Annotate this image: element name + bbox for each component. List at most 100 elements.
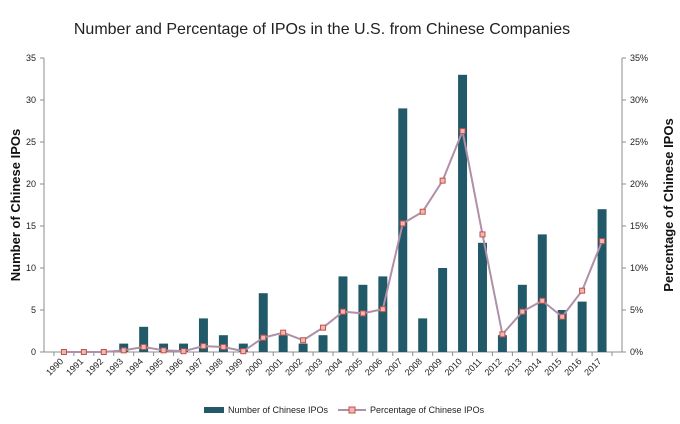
percentage-marker — [519, 308, 526, 315]
legend-swatch-bar — [204, 407, 224, 413]
bar — [497, 335, 507, 352]
x-tick-label: 1999 — [223, 356, 244, 377]
chart-title: Number and Percentage of IPOs in the U.S… — [74, 21, 570, 38]
percentage-marker — [140, 343, 147, 350]
bar — [438, 268, 448, 352]
x-tick-label: 1994 — [124, 356, 145, 377]
x-tick-label: 2001 — [263, 356, 284, 377]
percentage-marker — [120, 347, 127, 354]
bar — [477, 242, 487, 352]
bar — [139, 326, 149, 352]
bar — [258, 293, 268, 352]
percentage-marker — [379, 306, 386, 313]
y-left-tick-label: 25 — [26, 137, 36, 147]
bar — [378, 276, 388, 352]
percentage-marker — [100, 349, 107, 355]
x-tick-label: 1991 — [64, 356, 85, 377]
y-axis-left-title: Number of Chinese IPOs — [8, 129, 23, 281]
bar — [577, 301, 587, 352]
percentage-marker — [539, 297, 546, 304]
y-right-tick-label: 30% — [630, 95, 648, 105]
legend-label-line: Percentage of Chinese IPOs — [370, 405, 485, 415]
y-left-tick-label: 35 — [26, 53, 36, 63]
y-right-tick-label: 35% — [630, 53, 648, 63]
y-right-tick-label: 0% — [630, 347, 643, 357]
bar — [358, 284, 368, 352]
x-tick-label: 1995 — [144, 356, 165, 377]
percentage-marker — [60, 349, 67, 355]
bar — [298, 343, 308, 352]
y-axis-right-title: Percentage of Chinese IPOs — [661, 118, 676, 291]
x-tick-label: 2013 — [503, 356, 524, 377]
percentage-marker — [559, 313, 566, 320]
x-tick-label: 2011 — [463, 356, 484, 377]
legend-swatch-marker — [348, 406, 356, 414]
x-tick-label: 1998 — [204, 356, 225, 377]
x-tick-label: 2010 — [443, 356, 464, 377]
x-tick-label: 2000 — [243, 356, 264, 377]
x-tick-label: 1996 — [164, 356, 185, 377]
x-tick-label: 1997 — [184, 356, 205, 377]
bar — [537, 234, 547, 352]
bar — [398, 108, 408, 353]
x-tick-label: 2016 — [562, 356, 583, 377]
percentage-marker — [399, 220, 406, 227]
y-left-tick-label: 30 — [26, 95, 36, 105]
x-tick-label: 2006 — [363, 356, 384, 377]
percentage-marker — [339, 308, 346, 315]
x-tick-label: 2009 — [423, 356, 444, 377]
y-left-tick-label: 20 — [26, 179, 36, 189]
percentage-marker — [300, 337, 307, 344]
x-tick-label: 2002 — [283, 356, 304, 377]
bar — [318, 335, 328, 352]
x-tick-label: 2017 — [582, 356, 603, 377]
y-left-tick-label: 10 — [26, 263, 36, 273]
percentage-marker — [439, 177, 446, 184]
y-right-tick-label: 20% — [630, 179, 648, 189]
x-tick-label: 2007 — [383, 356, 404, 377]
x-tick-label: 2008 — [403, 356, 424, 377]
x-tick-label: 2005 — [343, 356, 364, 377]
y-right-tick-label: 15% — [630, 221, 648, 231]
percentage-marker — [579, 287, 586, 294]
y-left-tick-label: 0 — [31, 347, 36, 357]
percentage-marker — [459, 128, 466, 135]
percentage-marker — [320, 324, 327, 331]
y-left-tick-label: 5 — [31, 305, 36, 315]
bar — [517, 284, 527, 352]
bar — [418, 318, 428, 352]
percentage-marker — [220, 343, 227, 350]
percentage-marker — [280, 329, 287, 336]
x-tick-label: 1993 — [104, 356, 125, 377]
bar — [557, 310, 567, 352]
percentage-marker — [359, 310, 366, 317]
x-tick-label: 1992 — [84, 356, 105, 377]
x-tick-label: 2004 — [323, 356, 344, 377]
percentage-marker — [240, 348, 247, 355]
y-right-tick-label: 5% — [630, 305, 643, 315]
percentage-marker — [479, 231, 486, 238]
legend: Number of Chinese IPOs Percentage of Chi… — [204, 405, 485, 415]
bar — [597, 209, 607, 352]
legend-label-bar: Number of Chinese IPOs — [228, 405, 329, 415]
x-tick-label: 2014 — [522, 356, 543, 377]
percentage-line — [63, 130, 603, 353]
x-tick-label: 2012 — [483, 356, 504, 377]
percentage-marker — [499, 331, 506, 338]
bar — [218, 335, 228, 352]
percentage-marker — [180, 348, 187, 355]
y-right-tick-label: 25% — [630, 137, 648, 147]
bar — [198, 318, 208, 352]
y-right-tick-label: 10% — [630, 263, 648, 273]
plot-area: 0 5 10 15 20 25 30 35 0% 5% 10% 15% 20% 25% 30% 35% 1990… — [26, 53, 648, 378]
percentage-marker — [260, 334, 267, 341]
x-tick-label: 2003 — [303, 356, 324, 377]
percentage-marker — [599, 238, 606, 245]
bar — [458, 74, 468, 353]
x-tick-label: 2015 — [542, 356, 563, 377]
bar — [238, 343, 248, 352]
bar — [179, 343, 189, 352]
percentage-marker — [160, 347, 167, 354]
x-tick-label: 1990 — [44, 356, 65, 377]
